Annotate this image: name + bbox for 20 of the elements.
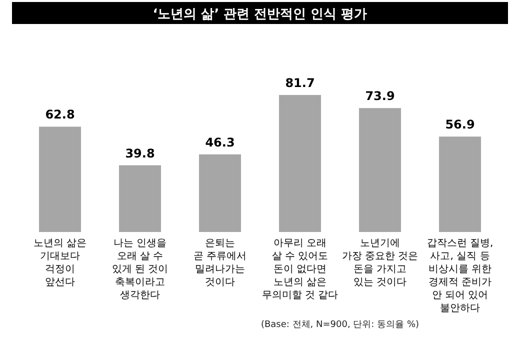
data-label: 81.7	[285, 76, 315, 90]
bar	[39, 126, 81, 232]
x-tick-label: 갑작스런 질병, 사고, 실직 등 비상시를 위한 경제적 준비가 안 되어 있어 불안하다	[426, 238, 494, 314]
bar	[439, 136, 481, 232]
data-label: 62.8	[45, 108, 75, 122]
data-label: 56.9	[445, 118, 475, 132]
data-label: 39.8	[125, 146, 155, 160]
bar	[279, 95, 321, 232]
bar	[119, 165, 161, 232]
x-tick-label: 아무리 오래 살 수 있어도 돈이 없다면 노년의 삶은 무의미할 것 같다	[262, 238, 338, 301]
x-tick-label: 노년기에 가장 중요한 것은 돈을 가지고 있는 것이다	[342, 238, 418, 288]
bar	[359, 108, 401, 232]
data-label: 73.9	[365, 89, 395, 104]
chart-title: ‘노년의 삶’ 관련 전반적인 인식 평가	[152, 7, 368, 22]
x-tick-label: 은퇴는 곧 주류에서 밀려나가는 것이다	[193, 238, 247, 288]
x-tick-label: 노년의 삶은 기대보다 걱정이 앞선다	[33, 238, 87, 288]
text: (Base: 전체, N=900, 단위: 동의율 %)	[260, 320, 420, 330]
data-label: 46.3	[205, 135, 235, 150]
x-tick-label: 나는 인생을 오래 살 수 있게 된 것이 축복이라고 생각한다	[112, 238, 168, 301]
bar	[199, 154, 241, 232]
